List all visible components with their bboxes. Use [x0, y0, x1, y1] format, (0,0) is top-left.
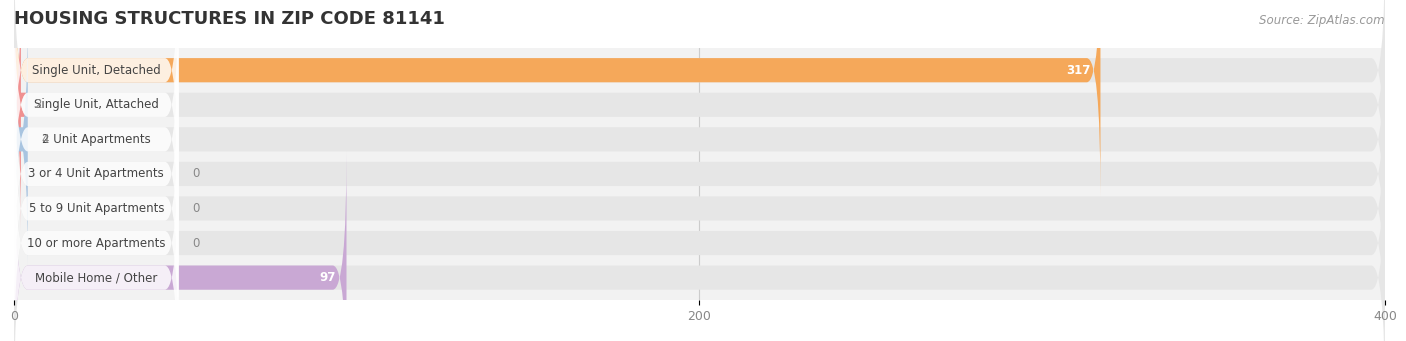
- Text: 2 Unit Apartments: 2 Unit Apartments: [42, 133, 150, 146]
- Text: 317: 317: [1066, 64, 1090, 77]
- FancyBboxPatch shape: [14, 48, 179, 300]
- FancyBboxPatch shape: [7, 0, 28, 231]
- Text: 10 or more Apartments: 10 or more Apartments: [27, 237, 166, 250]
- Text: 4: 4: [42, 133, 49, 146]
- FancyBboxPatch shape: [14, 0, 1101, 196]
- Text: Single Unit, Detached: Single Unit, Detached: [32, 64, 160, 77]
- FancyBboxPatch shape: [14, 151, 1385, 341]
- FancyBboxPatch shape: [14, 151, 179, 341]
- FancyBboxPatch shape: [14, 48, 1385, 300]
- FancyBboxPatch shape: [14, 151, 346, 341]
- Text: HOUSING STRUCTURES IN ZIP CODE 81141: HOUSING STRUCTURES IN ZIP CODE 81141: [14, 10, 444, 28]
- Text: 2: 2: [35, 98, 42, 111]
- FancyBboxPatch shape: [14, 13, 28, 266]
- Text: 0: 0: [193, 167, 200, 180]
- FancyBboxPatch shape: [14, 0, 179, 196]
- FancyBboxPatch shape: [14, 82, 1385, 335]
- FancyBboxPatch shape: [14, 117, 179, 341]
- FancyBboxPatch shape: [14, 82, 179, 335]
- FancyBboxPatch shape: [14, 0, 1385, 231]
- FancyBboxPatch shape: [14, 0, 179, 231]
- Text: 3 or 4 Unit Apartments: 3 or 4 Unit Apartments: [28, 167, 165, 180]
- FancyBboxPatch shape: [14, 0, 1385, 196]
- Text: 5 to 9 Unit Apartments: 5 to 9 Unit Apartments: [28, 202, 165, 215]
- FancyBboxPatch shape: [14, 13, 1385, 266]
- Text: Mobile Home / Other: Mobile Home / Other: [35, 271, 157, 284]
- Text: Single Unit, Attached: Single Unit, Attached: [34, 98, 159, 111]
- FancyBboxPatch shape: [14, 117, 1385, 341]
- Text: 0: 0: [193, 202, 200, 215]
- Text: 0: 0: [193, 237, 200, 250]
- FancyBboxPatch shape: [14, 13, 179, 266]
- Text: 97: 97: [319, 271, 336, 284]
- Text: Source: ZipAtlas.com: Source: ZipAtlas.com: [1260, 14, 1385, 27]
